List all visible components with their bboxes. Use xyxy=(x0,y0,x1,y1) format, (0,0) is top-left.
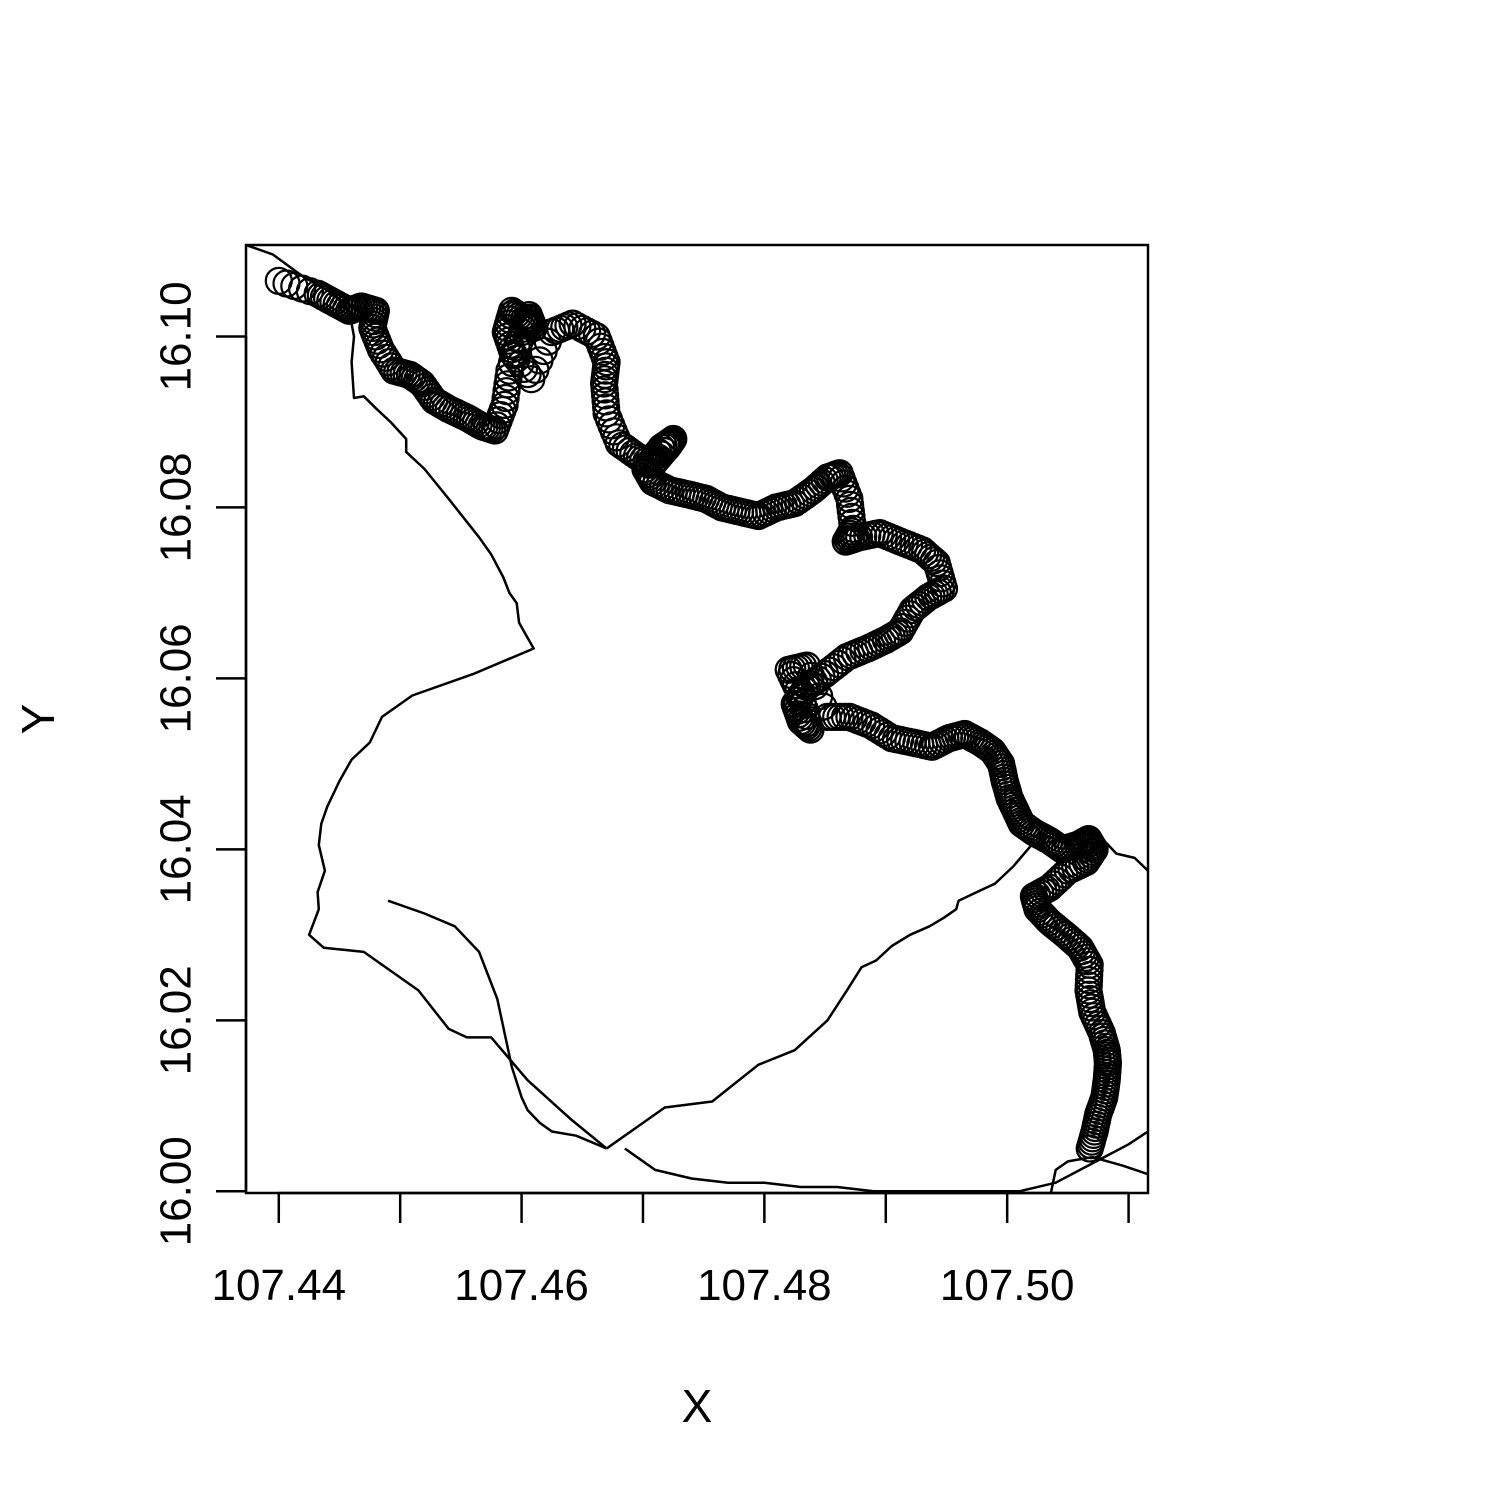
data-point xyxy=(1073,947,1102,976)
y-tick-label: 16.10 xyxy=(152,281,201,391)
data-point xyxy=(1071,943,1100,973)
y-tick-label: 16.06 xyxy=(152,623,201,733)
y-tick-label: 16.00 xyxy=(152,1136,201,1246)
boundary-lines xyxy=(246,245,1148,1193)
x-tick-label: 107.50 xyxy=(940,1261,1075,1310)
data-points xyxy=(264,266,1123,1163)
boundary-line xyxy=(1049,1155,1148,1193)
y-tick-label: 16.08 xyxy=(152,452,201,562)
data-point xyxy=(498,339,528,368)
data-point xyxy=(507,303,536,332)
data-point xyxy=(1075,1134,1104,1163)
x-axis-title: X xyxy=(682,1380,713,1432)
x-tick-label: 107.46 xyxy=(454,1261,589,1310)
y-axis-title: Y xyxy=(12,704,64,735)
data-point xyxy=(509,354,539,383)
x-tick-label: 107.48 xyxy=(697,1261,832,1310)
x-tick-label: 107.44 xyxy=(211,1261,346,1310)
data-point xyxy=(506,349,535,378)
y-tick-label: 16.04 xyxy=(152,794,201,904)
boundary-line xyxy=(387,899,608,1150)
y-tick-label: 16.02 xyxy=(152,965,201,1075)
data-point xyxy=(1026,878,1055,908)
boundary-line xyxy=(246,245,608,1150)
y-axis: 16.00 16.02 16.04 16.06 16.08 16.10 xyxy=(152,281,248,1246)
x-axis: 107.44 107.46 107.48 107.50 xyxy=(211,1191,1130,1310)
data-point xyxy=(869,718,898,748)
boundary-line xyxy=(624,1130,1148,1193)
